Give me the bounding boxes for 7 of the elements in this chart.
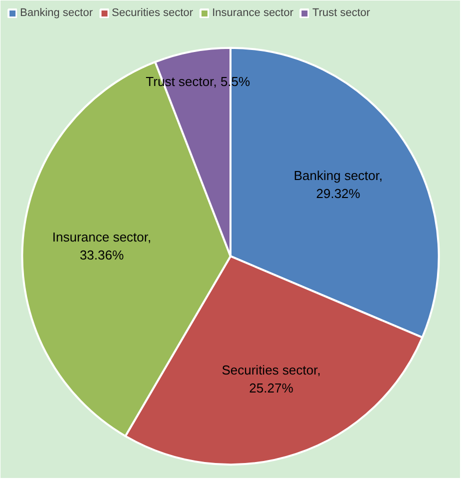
legend-label: Banking sector xyxy=(20,7,93,19)
legend-label: Securities sector xyxy=(112,7,194,19)
data-label: Insurance sector, 33.36% xyxy=(52,229,152,262)
legend-label: Trust sector xyxy=(312,7,370,19)
legend-label: Insurance sector xyxy=(212,7,294,19)
data-label: Securities sector, 25.27% xyxy=(222,362,321,396)
data-label: Banking sector, 29.32% xyxy=(294,168,383,202)
